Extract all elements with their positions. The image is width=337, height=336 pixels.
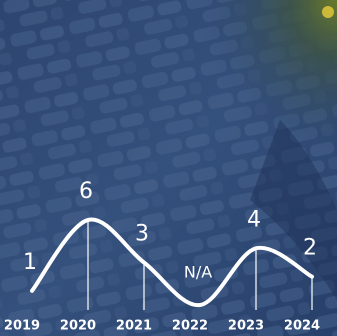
- value-label: 1: [23, 250, 37, 275]
- value-label: 4: [247, 207, 261, 232]
- flower: [322, 6, 334, 18]
- value-label: N/A: [184, 263, 212, 282]
- x-tick-label: 2020: [60, 319, 96, 334]
- x-tick-label: 2023: [228, 319, 264, 334]
- x-tick-label: 2021: [116, 319, 152, 334]
- x-tick-label: 2019: [4, 319, 40, 334]
- value-label: 2: [303, 236, 317, 261]
- line: [30, 217, 314, 308]
- x-tick-label: 2022: [172, 319, 208, 334]
- x-tick-label: 2024: [284, 319, 320, 334]
- shadow: [250, 120, 337, 300]
- value-label: 6: [79, 179, 93, 204]
- value-label: 3: [135, 222, 149, 247]
- plant-shadow: [200, 0, 337, 160]
